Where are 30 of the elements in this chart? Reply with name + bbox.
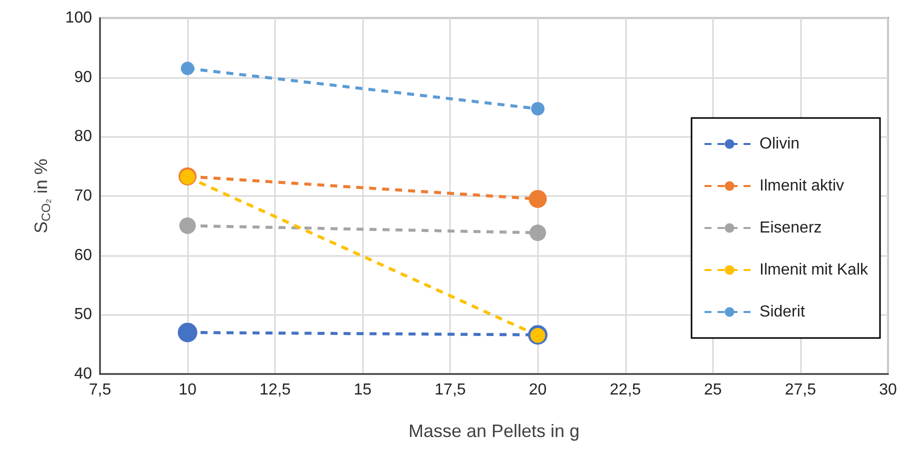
x-tick-label: 12,5 [260, 382, 291, 398]
legend-label: Ilmenit mit Kalk [760, 262, 869, 278]
y-tick-label: 60 [74, 246, 92, 264]
legend-label: Eisenerz [760, 220, 822, 236]
x-tick-label: 22,5 [610, 382, 642, 398]
x-tick-label: 27,5 [784, 382, 816, 398]
point [180, 62, 194, 76]
x-tick-label: 20 [528, 382, 547, 398]
point [528, 190, 547, 208]
y-tick-label: 80 [74, 128, 92, 146]
y-tick-label: 90 [74, 68, 92, 86]
legend-label: Olivin [760, 136, 800, 152]
y-tick-label: 70 [74, 188, 92, 204]
point [178, 322, 198, 342]
y-axis-title: SCO₂ in % [31, 158, 53, 234]
x-tick-label: 25 [704, 382, 722, 398]
legend-label: Siderit [760, 304, 806, 320]
legend-label: Ilmenit aktiv [760, 178, 844, 194]
point [530, 224, 546, 242]
y-tick-label: 40 [74, 366, 92, 382]
point [531, 102, 545, 116]
y-tick-label: 50 [74, 306, 92, 324]
x-tick-label: 30 [879, 382, 897, 398]
x-tick-label: 10 [178, 382, 197, 398]
x-tick-label: 17,5 [434, 382, 466, 398]
x-tick-label: 7,5 [88, 382, 112, 398]
point [179, 217, 196, 234]
y-tick-label: 100 [65, 10, 92, 26]
x-axis-title: Masse an Pellets in g [408, 421, 580, 441]
x-tick-label: 15 [354, 382, 372, 398]
